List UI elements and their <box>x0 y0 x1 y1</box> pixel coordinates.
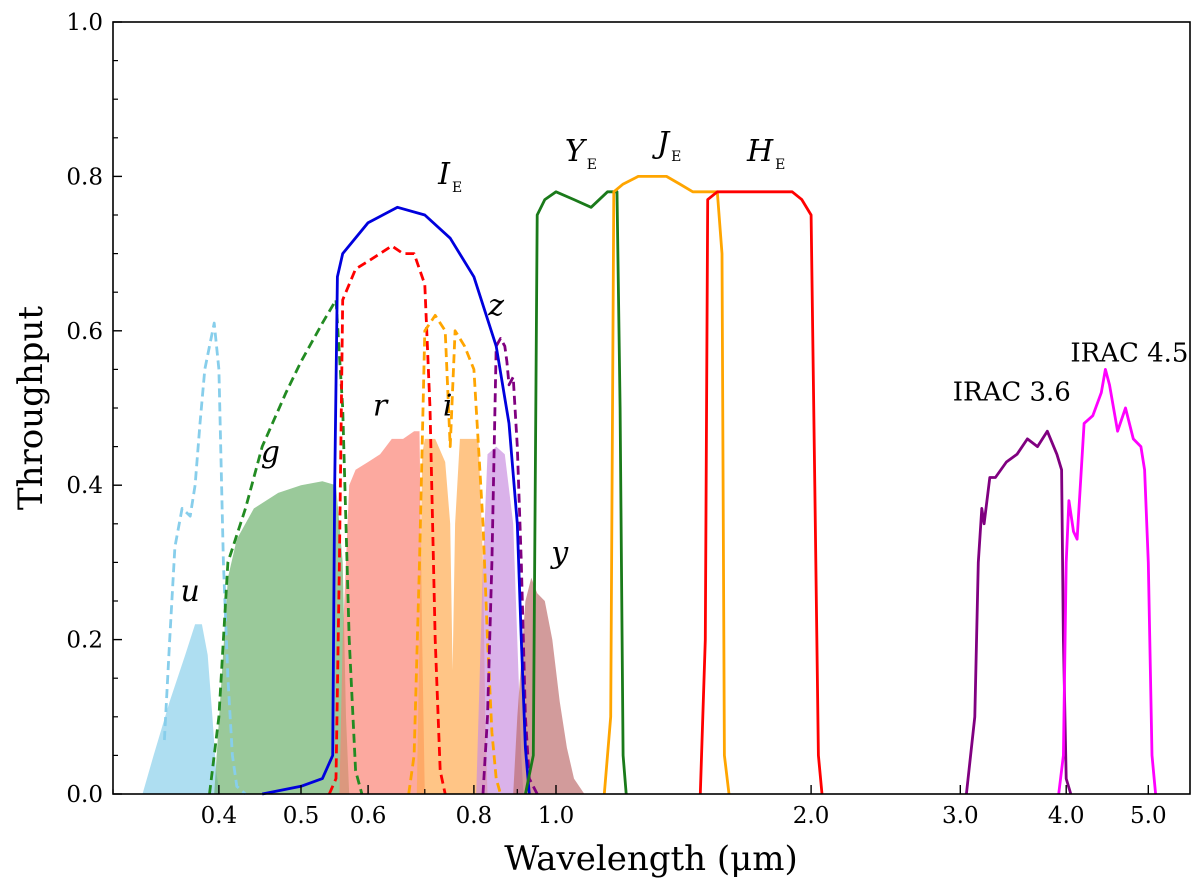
line-band-layer <box>163 174 1157 796</box>
x-tick-label: 0.5 <box>283 803 320 829</box>
series-u-filled <box>142 624 220 794</box>
x-tick-label: 0.4 <box>201 803 238 829</box>
axis-ticks: 0.4 0.5 0.6 0.8 1.0 2.0 3.0 4.0 5.0 0.0 0.2 0.4 0.6 0… <box>66 10 1166 829</box>
series-irac-3-6 <box>965 429 1073 795</box>
y-tick-label: 0.0 <box>66 782 103 808</box>
label-g: g <box>261 435 280 470</box>
y-tick-label: 0.8 <box>66 164 103 190</box>
series-u-dashed <box>163 321 247 796</box>
series-h-e <box>698 190 824 795</box>
series-g-dashed <box>208 298 364 795</box>
series-i-dashed <box>407 313 502 795</box>
y-tick-label: 0.6 <box>66 319 103 345</box>
x-tick-label: 2.0 <box>793 803 830 829</box>
x-tick-label: 5.0 <box>1130 803 1167 829</box>
series-irac-4-5 <box>1057 367 1157 795</box>
label-irac-3-6: IRAC 3.6 <box>953 377 1071 407</box>
label-r: r <box>373 389 389 424</box>
y-tick-label: 0.4 <box>66 473 103 499</box>
x-tick-label: 3.0 <box>942 803 979 829</box>
series-g-filled <box>214 481 350 794</box>
label-z: z <box>487 288 504 323</box>
x-tick-label: 1.0 <box>538 803 575 829</box>
label-irac-4-5: IRAC 4.5 <box>1070 339 1188 369</box>
series-y-e <box>524 190 628 795</box>
series-i-e <box>261 205 531 796</box>
filled-band-layer <box>142 431 585 794</box>
y-axis-title: Throughput <box>11 306 51 511</box>
series-j-e <box>602 174 731 795</box>
series-r-filled <box>339 431 425 794</box>
x-axis-title: Wavelength (μm) <box>504 839 797 879</box>
x-tick-label: 0.6 <box>350 803 387 829</box>
series-i-filled <box>416 438 488 794</box>
y-tick-label: 1.0 <box>66 10 103 36</box>
series-y-filled <box>513 577 585 794</box>
label-i: i <box>443 389 453 424</box>
y-tick-label: 0.2 <box>66 628 103 654</box>
x-tick-label: 4.0 <box>1048 803 1085 829</box>
label-y: y <box>549 535 569 570</box>
annotation-layer: u g r i z y I E Y E J E H E IRAC 3.6 IRAC 4.5 <box>181 126 1189 609</box>
series-z-dashed <box>481 337 539 795</box>
x-tick-label: 0.8 <box>456 803 493 829</box>
label-u: u <box>181 574 200 609</box>
